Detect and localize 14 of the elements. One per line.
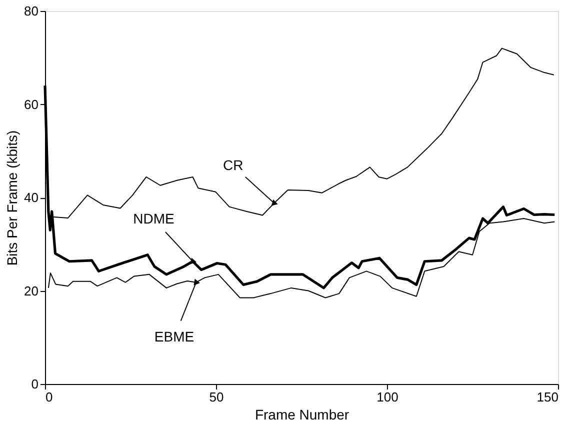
- y-tick-label: 80: [24, 4, 38, 18]
- y-tick-label: 40: [24, 190, 38, 205]
- text: NDME: [133, 210, 174, 226]
- y-tick-label: 0: [31, 376, 38, 392]
- x-tick-label: 150: [536, 390, 558, 404]
- text: EBME: [154, 328, 194, 344]
- x-tick-label: 100: [376, 390, 398, 404]
- y-axis-title: Bits Per Frame (kbits): [4, 130, 20, 266]
- x-tick-label: 0: [46, 390, 53, 404]
- x-tick-label: 50: [209, 390, 224, 404]
- series-label: CR: [222, 156, 244, 173]
- y-tick-label: 60: [24, 96, 38, 112]
- x-axis-title: Frame Number: [254, 406, 350, 422]
- y-tick-label: 20: [24, 283, 38, 298]
